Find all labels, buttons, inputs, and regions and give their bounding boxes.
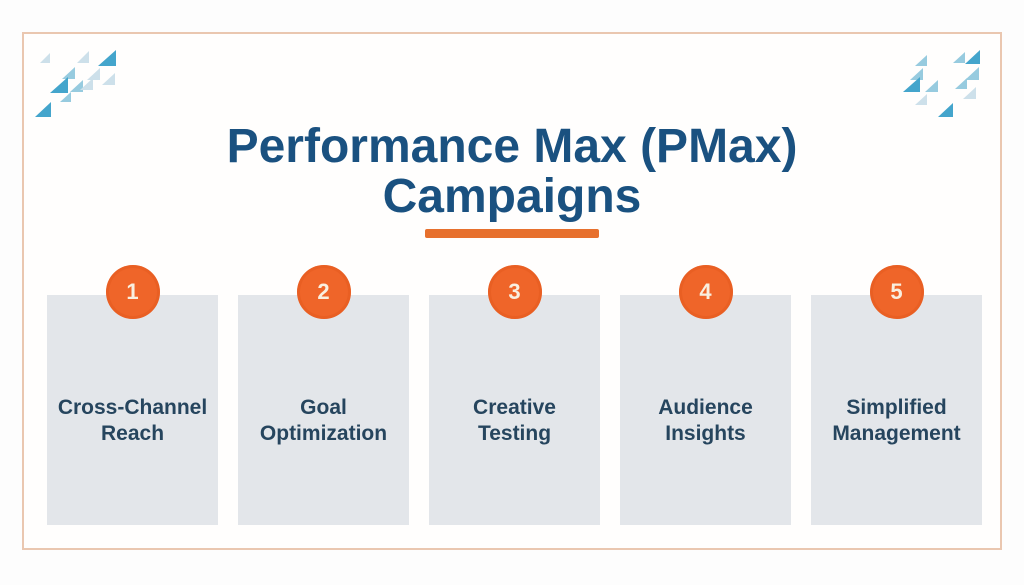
card-label-line2: Insights (665, 422, 746, 445)
triangle-icon (915, 94, 927, 105)
card-label-line1: Simplified (846, 396, 947, 419)
feature-card-5: 5 Simplified Management (811, 265, 982, 525)
triangle-icon (60, 92, 71, 102)
triangle-icon (915, 55, 927, 66)
triangle-icon (40, 53, 50, 63)
page-title-line1: Performance Max (PMax) (226, 120, 798, 174)
number-badge: 4 (678, 265, 733, 319)
badge-number: 5 (890, 279, 903, 304)
page-title-line2: Campaigns (382, 170, 642, 224)
card-label-line2: Testing (477, 422, 552, 445)
number-badge: 3 (487, 265, 542, 319)
triangle-icon (925, 80, 938, 92)
badge-number: 3 (508, 279, 521, 304)
triangle-icon (953, 52, 965, 63)
title-underline (425, 229, 599, 238)
feature-card-2: 2 Goal Optimization (238, 265, 409, 525)
triangle-icon (62, 67, 75, 79)
triangle-icon (963, 87, 976, 99)
triangle-icon (903, 77, 920, 92)
number-badge: 2 (296, 265, 351, 319)
feature-card-3: 3 Creative Testing (429, 265, 600, 525)
triangle-icon (965, 50, 980, 64)
triangle-icon (955, 78, 967, 89)
card-label: Cross-Channel Reach (47, 395, 218, 447)
triangle-icon (910, 68, 923, 80)
triangle-icon (80, 78, 93, 90)
triangle-icon (938, 103, 953, 117)
cards-row: 1 Cross-Channel Reach 2 Goal Optimizatio… (47, 265, 982, 525)
badge-number: 2 (317, 279, 330, 304)
page-title: Performance Max (PMax) Campaigns (24, 122, 1000, 222)
card-label: Goal Optimization (238, 395, 409, 447)
card-label-line1: Creative (473, 396, 556, 419)
card-label-line1: Audience (658, 396, 753, 419)
card-label: Creative Testing (429, 395, 600, 447)
triangle-icon (102, 73, 115, 85)
triangle-icon (98, 50, 116, 66)
card-label-line2: Optimization (259, 422, 388, 445)
card-label-line1: Goal (300, 396, 347, 419)
card-label: Audience Insights (620, 395, 791, 447)
triangle-icon (35, 102, 51, 117)
triangle-icon (87, 68, 100, 80)
content-panel: Performance Max (PMax) Campaigns 1 Cross… (22, 32, 1002, 550)
number-badge: 5 (869, 265, 924, 319)
triangle-icon (70, 80, 83, 92)
triangle-icon (77, 51, 89, 63)
feature-card-1: 1 Cross-Channel Reach (47, 265, 218, 525)
card-label-line2: Reach (100, 422, 165, 445)
card-label-line2: Management (832, 422, 961, 445)
card-label-line1: Cross-Channel (57, 396, 208, 419)
triangle-icon (965, 67, 979, 80)
triangle-icon (50, 77, 68, 93)
feature-card-4: 4 Audience Insights (620, 265, 791, 525)
card-label: Simplified Management (811, 395, 982, 447)
number-badge: 1 (105, 265, 160, 319)
badge-number: 4 (699, 279, 712, 304)
badge-number: 1 (126, 279, 139, 304)
